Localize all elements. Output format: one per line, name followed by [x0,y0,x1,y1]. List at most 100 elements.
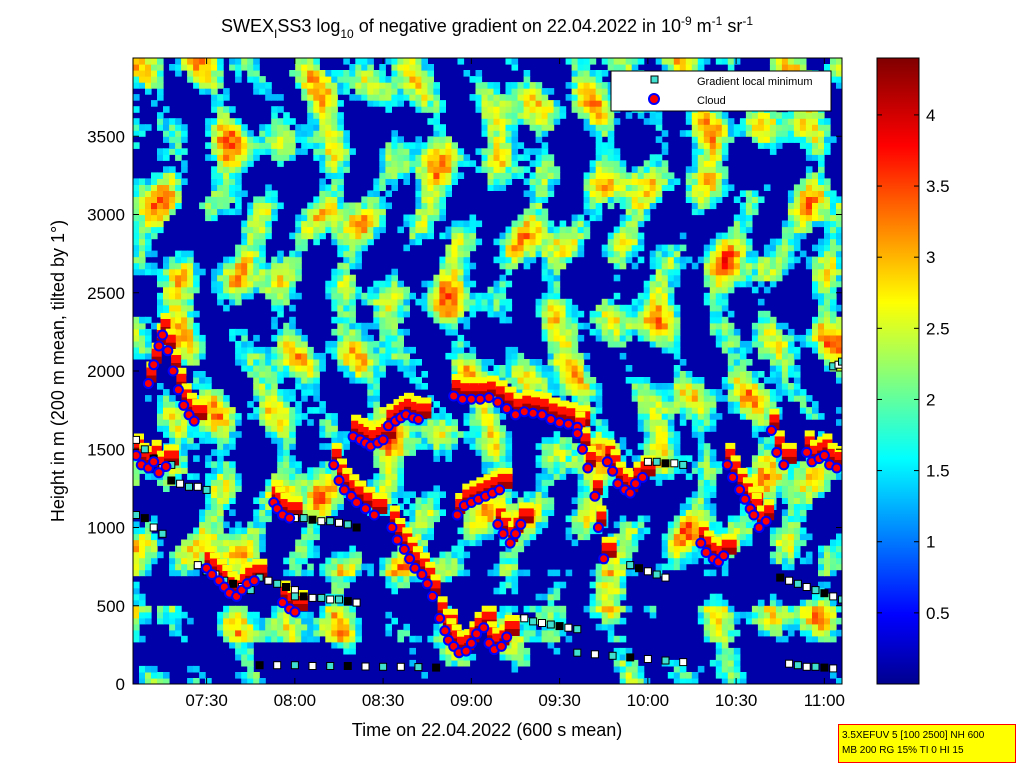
heatmap-cell [511,58,519,65]
heatmap-cell [325,280,332,288]
heatmap-cell [163,304,170,312]
heatmap-cell [181,569,188,577]
heatmap-cell [619,340,627,348]
heatmap-cell [277,617,284,625]
heatmap-cell [505,497,513,504]
heatmap-cell [571,100,579,107]
heatmap-cell [295,238,302,246]
heatmap-cell [271,148,278,155]
heatmap-cell [445,190,452,197]
heatmap-cell [253,371,260,378]
heatmap-cell [283,334,290,342]
heatmap-cell [439,154,446,161]
heatmap-cell [265,479,272,486]
heatmap-cell [553,292,561,300]
heatmap-cell [583,190,591,197]
heatmap-cell [385,316,392,324]
heatmap-cell [241,232,248,240]
heatmap-cell [475,449,483,456]
heatmap-cell [373,449,380,456]
heatmap-cell [679,401,687,408]
heatmap-cell [457,557,465,565]
heatmap-cell [475,521,483,529]
heatmap-cell [457,58,465,65]
heatmap-cell [337,569,344,577]
heatmap-cell [223,545,230,553]
heatmap-cell [493,617,501,625]
heatmap-cell [481,401,489,408]
heatmap-cell [343,208,350,216]
heatmap-cell [181,262,188,270]
heatmap-cell [433,286,440,294]
heatmap-cell [643,184,651,191]
heatmap-cell [529,202,537,210]
heatmap-cell [523,653,531,661]
heatmap-cell [397,431,404,438]
heatmap-cell [133,214,140,222]
heatmap-cell [631,250,639,258]
heatmap-cell [271,286,278,294]
heatmap-cell [631,665,639,673]
heatmap-cell [349,322,356,330]
heatmap-cell [607,623,615,631]
heatmap-cell [181,136,188,143]
heatmap-cell [349,232,356,240]
heatmap-cell [427,521,434,529]
heatmap-cell [421,166,428,173]
heatmap-cell [181,437,188,444]
heatmap-cell [397,166,404,173]
heatmap-cell [415,226,422,234]
heatmap-cell [217,94,224,101]
heatmap-cell [385,509,392,516]
heatmap-cell [175,292,182,300]
heatmap-cell [247,617,254,625]
heatmap-cell [145,244,152,252]
heatmap-cell [133,262,140,270]
heatmap-cell [625,449,633,456]
heatmap-cell [319,112,326,119]
heatmap-cell [217,515,224,523]
heatmap-cell [589,310,597,318]
heatmap-cell [145,346,152,354]
heatmap-cell [313,82,320,89]
heatmap-cell [205,88,212,95]
heatmap-cell [697,431,705,438]
heatmap-cell [667,172,675,179]
heatmap-cell [673,455,681,462]
heatmap-cell [133,220,140,228]
heatmap-cell [487,292,495,300]
heatmap-cell [499,653,507,661]
heatmap-cell [547,328,555,336]
heatmap-cell [391,148,398,155]
heatmap-cell [247,238,254,246]
heatmap-cell [379,334,386,342]
heatmap-cell [433,274,440,282]
heatmap-cell [511,575,519,583]
heatmap-cell [265,383,272,390]
heatmap-cell [295,401,302,408]
heatmap-cell [301,214,308,222]
heatmap-cell [613,575,621,583]
heatmap-cell [445,551,452,559]
heatmap-cell [541,629,549,637]
heatmap-cell [703,557,711,565]
heatmap-cell [385,449,392,456]
heatmap-cell [511,503,519,510]
heatmap-cell [337,431,344,438]
heatmap-cell [493,124,501,131]
heatmap-cell [643,322,651,330]
heatmap-cell [319,226,326,234]
heatmap-cell [313,485,320,492]
heatmap-cell [439,653,446,661]
heatmap-cell [595,310,603,318]
heatmap-cell [469,292,477,300]
heatmap-cell [505,563,513,571]
heatmap-cell [595,208,603,216]
heatmap-cell [595,160,603,167]
heatmap-cell [487,166,495,173]
heatmap-cell [613,118,621,125]
heatmap-cell [193,678,200,684]
heatmap-cell [649,256,657,264]
heatmap-cell [253,64,260,71]
heatmap-cell [307,94,314,101]
